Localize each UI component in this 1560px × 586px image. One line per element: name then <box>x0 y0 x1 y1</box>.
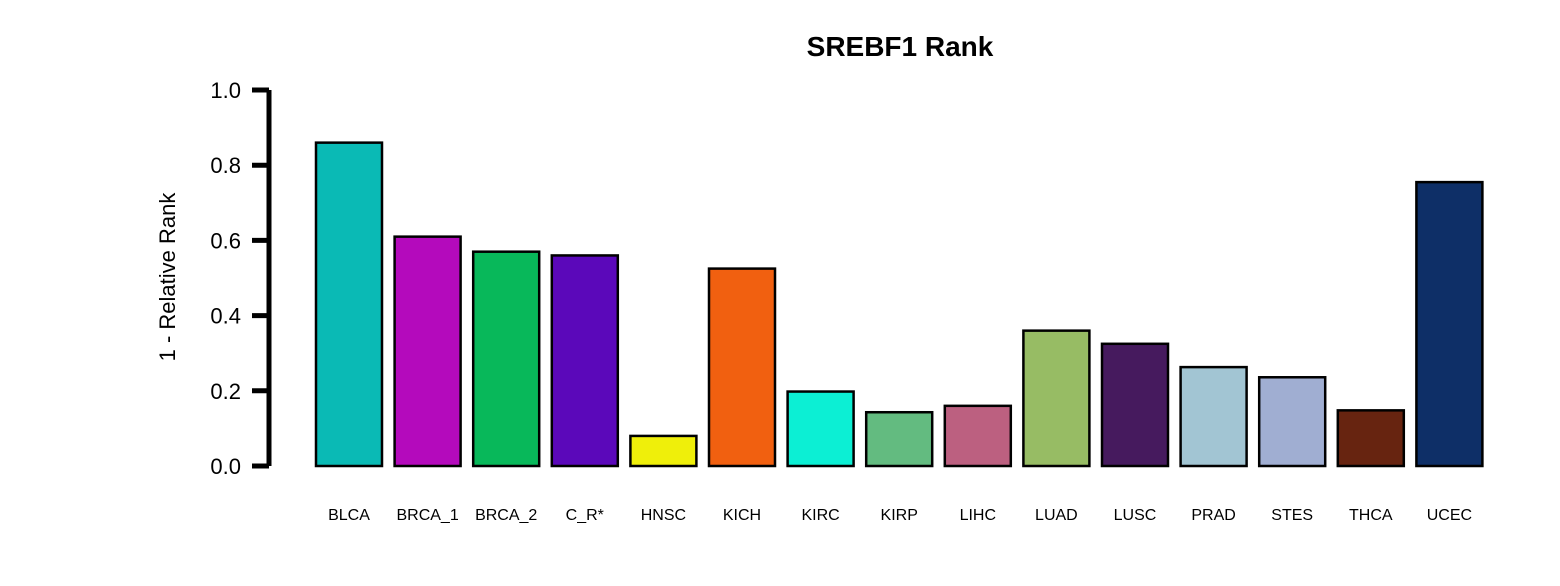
y-axis-label: 1 - Relative Rank <box>155 192 180 362</box>
y-tick-label: 0.6 <box>210 228 241 253</box>
x-axis-labels: BLCA BRCA_1 BRCA_2 C_R* HNSC KICH KIRC KIRP LIHC… <box>328 507 1472 524</box>
x-tick-label: LUAD <box>1035 507 1078 524</box>
y-tick-label: 0.8 <box>210 153 241 178</box>
bar-blca <box>314 141 384 468</box>
bar-lihc <box>943 404 1013 468</box>
y-tick-label: 0.0 <box>210 454 241 479</box>
x-tick-label: C_R* <box>566 507 604 524</box>
x-tick-label: STES <box>1271 507 1313 524</box>
x-tick-label: HNSC <box>641 507 686 524</box>
bar-prad <box>1179 365 1248 468</box>
x-tick-label: BLCA <box>328 507 370 524</box>
x-tick-label: KICH <box>723 507 761 524</box>
x-tick-label: KIRP <box>881 507 918 524</box>
bar-kirc <box>786 390 855 468</box>
y-tick-label: 0.4 <box>210 304 241 329</box>
y-axis: 0.0 0.2 0.4 0.6 0.8 1.0 <box>210 78 272 479</box>
y-tick-label: 0.2 <box>210 379 241 404</box>
x-tick-label: KIRC <box>801 507 839 524</box>
x-tick-label: LIHC <box>960 507 996 524</box>
x-tick-label: BRCA_2 <box>475 507 537 524</box>
bar-hnsc <box>629 434 698 468</box>
bar-luad <box>1022 329 1091 468</box>
x-tick-label: THCA <box>1349 507 1393 524</box>
x-tick-label: PRAD <box>1191 507 1235 524</box>
bar-thca <box>1336 409 1406 468</box>
bar-brca-2 <box>471 250 541 468</box>
bar-stes <box>1257 376 1327 468</box>
bar-c-r <box>550 254 620 468</box>
bar-ucec <box>1415 180 1484 468</box>
x-tick-label: LUSC <box>1114 507 1157 524</box>
x-tick-label: UCEC <box>1427 507 1472 524</box>
bar-kirp <box>864 410 934 468</box>
bar-brca-1 <box>393 235 462 468</box>
bar-kich <box>707 267 777 468</box>
bar-lusc <box>1100 342 1170 468</box>
bars <box>314 141 1484 468</box>
y-tick-label: 1.0 <box>210 78 241 103</box>
x-tick-label: BRCA_1 <box>396 507 458 524</box>
chart-title: SREBF1 Rank <box>807 31 994 62</box>
